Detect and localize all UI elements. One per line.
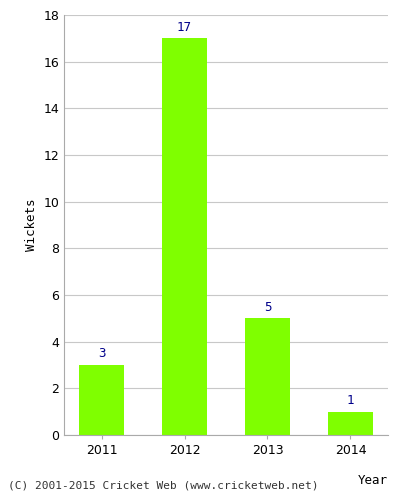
- Bar: [79, 365, 124, 435]
- Text: 3: 3: [98, 348, 105, 360]
- Text: (C) 2001-2015 Cricket Web (www.cricketweb.net): (C) 2001-2015 Cricket Web (www.cricketwe…: [8, 480, 318, 490]
- Bar: [162, 38, 207, 435]
- Bar: [328, 412, 373, 435]
- Y-axis label: Wickets: Wickets: [25, 198, 38, 251]
- Bar: [245, 318, 290, 435]
- Text: 5: 5: [264, 300, 271, 314]
- Text: 1: 1: [347, 394, 354, 407]
- Text: Year: Year: [358, 474, 388, 487]
- Text: 17: 17: [177, 20, 192, 34]
